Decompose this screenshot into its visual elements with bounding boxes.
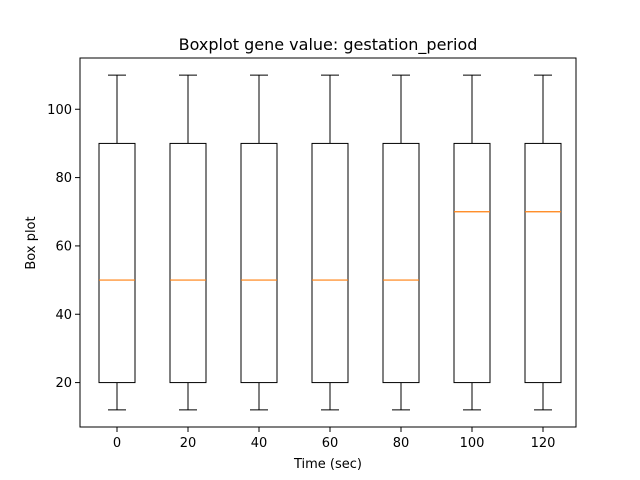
y-tick-label: 100 bbox=[47, 103, 72, 118]
box-iqr bbox=[169, 142, 207, 384]
x-tick-label: 100 bbox=[460, 436, 485, 451]
x-tick-label: 40 bbox=[251, 436, 268, 451]
x-tick-label: 60 bbox=[322, 436, 339, 451]
y-tick-label: 20 bbox=[55, 376, 72, 391]
box-iqr bbox=[98, 142, 136, 384]
y-tick-label: 40 bbox=[55, 308, 72, 323]
y-axis-label: Box plot bbox=[24, 216, 39, 269]
box-iqr bbox=[240, 142, 278, 384]
box-iqr bbox=[311, 142, 349, 384]
box-iqr bbox=[382, 142, 420, 384]
x-tick-label: 20 bbox=[180, 436, 197, 451]
chart-title: Boxplot gene value: gestation_period bbox=[179, 35, 478, 55]
box-iqr bbox=[453, 142, 491, 384]
box-iqr bbox=[524, 142, 562, 384]
plot-area-frame bbox=[79, 57, 577, 428]
x-axis-label: Time (sec) bbox=[293, 457, 362, 472]
y-tick-label: 80 bbox=[55, 171, 72, 186]
x-tick-label: 120 bbox=[531, 436, 556, 451]
x-tick-label: 0 bbox=[113, 436, 121, 451]
y-tick-label: 60 bbox=[55, 239, 72, 254]
x-tick-label: 80 bbox=[393, 436, 410, 451]
chart-marks: 20 40 60 80 100 0 20 40 60 80 100 120 bbox=[47, 74, 562, 451]
